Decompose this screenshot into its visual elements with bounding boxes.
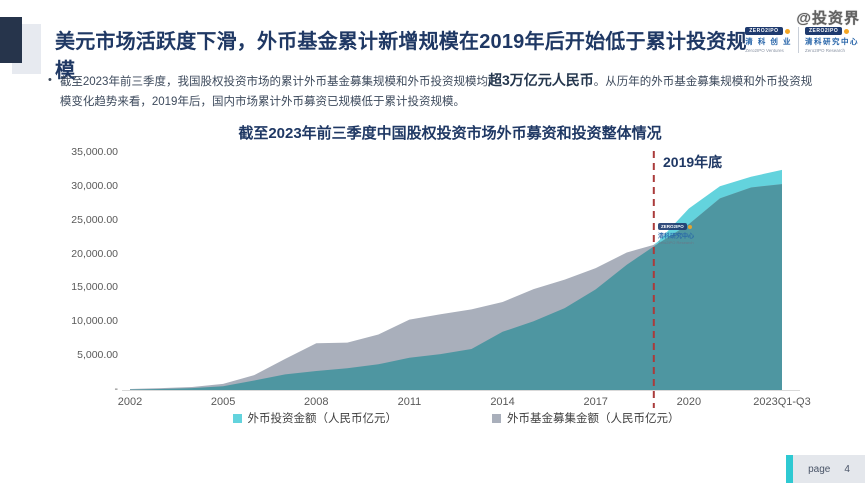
x-tick-label: 2017 (583, 396, 608, 408)
title-decoration-navy-square (0, 17, 22, 63)
x-tick-label: 2008 (304, 396, 329, 408)
slide-title: 美元市场活跃度下滑，外币基金累计新增规模在2019年后开始低于累计投资规模 (55, 31, 747, 82)
legend-swatch-fundraising (492, 413, 501, 423)
bullet-text: 截至2023年前三季度，我国股权投资市场的累计外币基金募集规模和外币投资规模均超… (60, 70, 823, 112)
logo-divider (798, 27, 799, 53)
logo-research-block: ZERO2IPO 清科研究中心 Zero2IPO Research (805, 27, 859, 53)
chart-watermark-dot-icon (687, 224, 692, 229)
y-tick-label: 15,000.00 (71, 281, 118, 294)
x-tick-label: 2011 (397, 396, 422, 408)
x-tick-label: 2005 (210, 396, 236, 408)
logo-orange-dot-icon (844, 28, 850, 34)
chart-watermark-logo: ZERO2IPO 清科研究中心 Zero2IPO Research (658, 223, 694, 245)
logo-badge: ZERO2IPO (745, 27, 783, 35)
area-series-overlap (130, 184, 782, 390)
page-badge: page 4 (786, 455, 865, 483)
chart-watermark-cn: 清科研究中心 (658, 234, 695, 240)
logo-ventures-en: Zero2IPO Ventures (745, 48, 784, 53)
bullet-paragraph: • 截至2023年前三季度，我国股权投资市场的累计外币基金募集规模和外币投资规模… (48, 70, 823, 112)
y-tick-label: 30,000.00 (71, 179, 118, 192)
x-tick-label: 2014 (490, 396, 515, 408)
legend-item-investment: 外币投资金额（人民币亿元） (232, 410, 398, 426)
legend-swatch-investment (232, 413, 242, 423)
bullet-text-bold: 超3万亿元人民币 (487, 72, 594, 88)
y-tick-label: 25,000.00 (71, 213, 118, 226)
bullet-text-post: 。从历年的外币基金募集规模和外币投资规模变化趋势来看，2019年后，国内市场累计… (59, 76, 813, 108)
logo-research-en: Zero2IPO Research (805, 48, 846, 53)
page-badge-accent-bar (786, 455, 793, 483)
page-label: page (808, 463, 831, 475)
x-tick-label: 2002 (117, 396, 143, 408)
x-tick-label: 2023Q1-Q3 (753, 396, 811, 408)
page-badge-box: page 4 (793, 455, 865, 483)
logo-badge: ZERO2IPO (805, 27, 843, 35)
y-tick-label: - (114, 383, 119, 395)
legend-label-investment: 外币投资金额（人民币亿元） (247, 413, 398, 425)
logo-research-cn: 清科研究中心 (805, 37, 859, 46)
annotation-label: 2019年底 (663, 154, 723, 170)
logo-orange-dot-icon (784, 28, 790, 34)
page-number: 4 (844, 463, 850, 475)
chart-watermark-en: Zero2IPO Research (658, 240, 694, 245)
chart-title: 截至2023年前三季度中国股权投资市场外币募资和投资整体情况 (238, 125, 662, 142)
site-watermark: @投资界 (796, 10, 860, 27)
zero2ipo-logo: ZERO2IPO 清 科 创 业 Zero2IPO Ventures ZERO2… (745, 27, 859, 53)
y-tick-label: 35,000.00 (71, 146, 118, 158)
legend-label-fundraising: 外币基金募集金额（人民币亿元） (507, 413, 680, 425)
y-tick-label: 5,000.00 (77, 349, 118, 362)
chart-legend: 外币投资金额（人民币亿元） 外币基金募集金额（人民币亿元） (130, 410, 782, 426)
y-tick-label: 10,000.00 (71, 315, 118, 328)
logo-ventures-block: ZERO2IPO 清 科 创 业 Zero2IPO Ventures (745, 27, 792, 53)
chart-watermark-badge: ZERO2IPO (658, 223, 687, 230)
logo-ventures-cn: 清 科 创 业 (745, 37, 792, 46)
legend-item-fundraising: 外币基金募集金额（人民币亿元） (492, 410, 680, 426)
x-tick-label: 2020 (676, 396, 702, 408)
bullet-text-pre: 截至2023年前三季度，我国股权投资市场的累计外币基金募集规模和外币投资规模均 (59, 76, 488, 88)
bullet-marker: • (48, 74, 52, 86)
y-tick-label: 20,000.00 (71, 247, 118, 260)
